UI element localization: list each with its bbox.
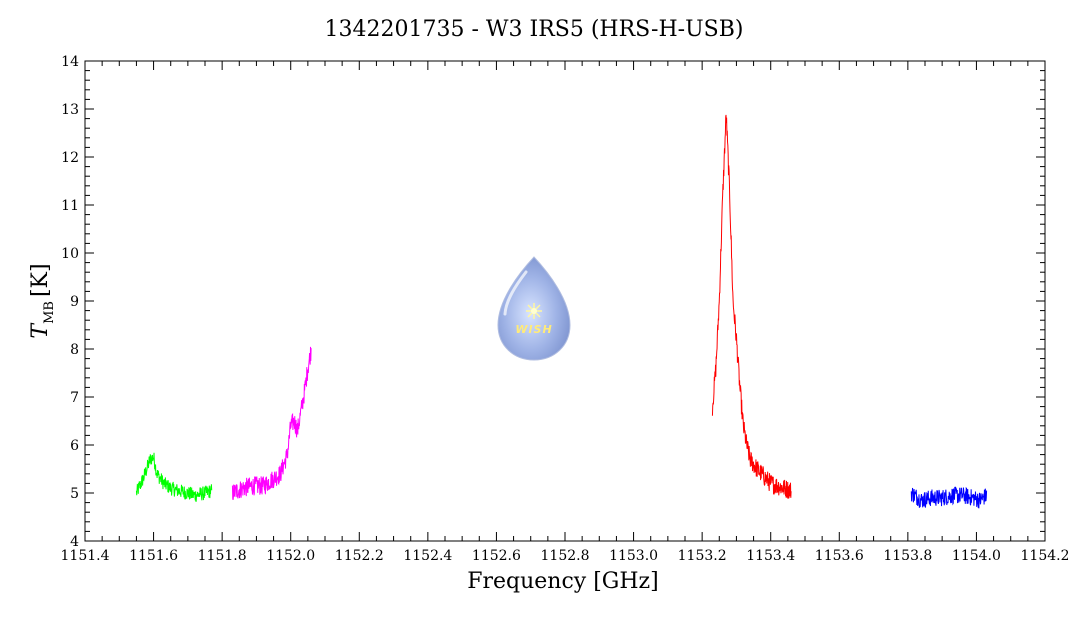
x-tick-label: 1151.8 bbox=[198, 548, 247, 564]
y-tick-label: 11 bbox=[61, 198, 79, 214]
x-tick-label: 1152.8 bbox=[541, 548, 590, 564]
x-tick-label: 1154.0 bbox=[952, 548, 1001, 564]
x-tick-label: 1151.4 bbox=[61, 548, 110, 564]
y-tick-label: 12 bbox=[61, 150, 79, 166]
x-tick-label: 1153.6 bbox=[815, 548, 864, 564]
y-tick-label: 14 bbox=[61, 54, 79, 70]
y-axis-title: TMB [K] bbox=[28, 263, 57, 338]
x-axis-title: Frequency [GHz] bbox=[467, 569, 659, 594]
y-tick-label: 6 bbox=[70, 438, 79, 454]
x-tick-label: 1153.8 bbox=[883, 548, 932, 564]
y-tick-label: 7 bbox=[70, 390, 79, 406]
plot-frame bbox=[84, 60, 1046, 542]
y-tick-label: 8 bbox=[70, 342, 79, 358]
spectrum-series-2 bbox=[231, 346, 312, 501]
x-tick-label: 1152.6 bbox=[472, 548, 521, 564]
x-tick-label: 1152.2 bbox=[335, 548, 384, 564]
spectrum-series-4 bbox=[910, 486, 988, 509]
y-tick-label: 5 bbox=[70, 486, 79, 502]
y-tick-label: 13 bbox=[61, 102, 79, 118]
labels-layer: 1151.4 1151.6 1151.8 1152.0 1152.2 1152.4 1152… bbox=[61, 54, 1068, 564]
x-tick-label: 1153.0 bbox=[609, 548, 658, 564]
svg-text:TMB[K]: TMB [K] bbox=[28, 263, 57, 338]
y-axis-title-unit: [K] bbox=[28, 263, 53, 297]
drop-highlight bbox=[503, 270, 528, 316]
x-tick-label: 1154.2 bbox=[1021, 548, 1068, 564]
x-tick-label: 1152.4 bbox=[403, 548, 452, 564]
y-tick-label: 4 bbox=[70, 534, 79, 550]
x-tick-label: 1153.4 bbox=[746, 548, 795, 564]
y-axis-title-sub: MB bbox=[42, 301, 57, 324]
spectrum-series-3 bbox=[711, 114, 792, 499]
wish-logo: WISH bbox=[497, 256, 571, 361]
series-layer bbox=[135, 114, 988, 509]
x-tick-label: 1153.2 bbox=[678, 548, 727, 564]
y-tick-label: 9 bbox=[70, 294, 79, 310]
spectrum-series-1 bbox=[135, 452, 213, 502]
y-tick-label: 10 bbox=[61, 246, 79, 262]
chart-title: 1342201735 - W3 IRS5 (HRS-H-USB) bbox=[324, 17, 744, 42]
logo-text: WISH bbox=[515, 323, 552, 336]
x-tick-label: 1151.6 bbox=[129, 548, 178, 564]
x-tick-label: 1152.0 bbox=[266, 548, 315, 564]
ticks-layer bbox=[84, 60, 1046, 542]
y-axis-title-main: T bbox=[28, 322, 53, 339]
